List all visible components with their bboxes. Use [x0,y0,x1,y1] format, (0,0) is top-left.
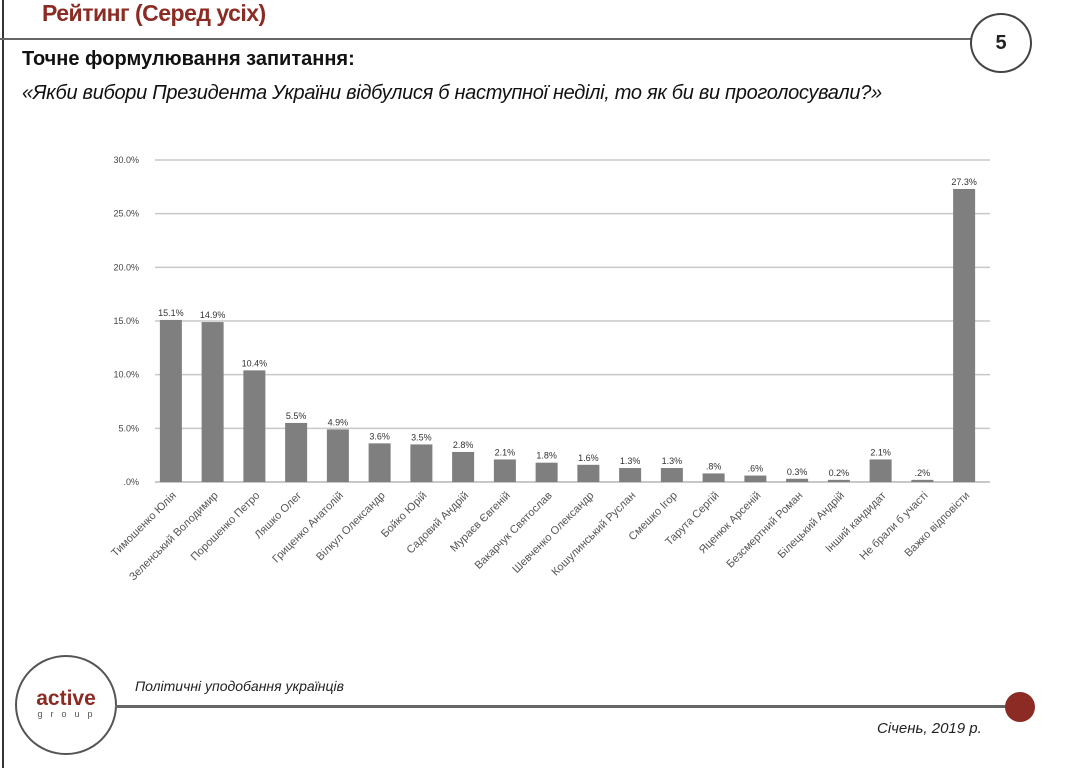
footer-date: Січень, 2019 р. [877,720,982,737]
bar [827,479,850,482]
logo-main: active [36,687,96,710]
bar [243,370,266,482]
data-label: 2.1% [495,447,516,457]
data-label: .2% [915,468,931,478]
x-tick-label: Порошенко Петро [189,490,263,564]
bar [953,188,976,483]
data-label: 14.9% [200,310,226,320]
data-label: 1.3% [620,456,641,466]
bar [619,468,642,482]
header-divider [0,38,975,40]
bar [786,478,809,482]
bar [201,322,224,482]
bar [535,462,558,482]
bar [285,422,308,482]
left-border [2,0,4,768]
accent-dot [1005,692,1035,722]
bar [911,479,934,482]
y-tick-label: 20.0% [113,262,139,272]
bar [452,451,475,482]
footer-caption: Політичні уподобання українців [135,678,344,694]
data-label: 5.5% [286,411,307,421]
y-tick-label: 25.0% [113,209,139,219]
data-label: 2.8% [453,440,474,450]
page-number: 5 [970,13,1032,73]
data-label: 1.3% [662,456,683,466]
bar [368,443,391,482]
bar [159,319,182,482]
bar [326,429,349,482]
bar [744,475,767,482]
data-label: 2.1% [870,447,891,457]
x-tick-label: Безсмертний Роман [724,490,805,571]
bar [702,473,725,482]
x-tick-label: Кошулинський Руслан [550,490,639,579]
data-label: 4.9% [328,417,349,427]
data-label: .8% [706,461,722,471]
bar [493,459,516,482]
data-label: 1.8% [536,451,557,461]
logo: active group [15,655,117,755]
data-label: 15.1% [158,308,184,318]
bar [660,468,683,482]
footer-divider [115,705,1015,708]
y-tick-label: 15.0% [113,316,139,326]
y-tick-label: 10.0% [113,370,139,380]
y-tick-label: 30.0% [113,155,139,165]
bar [410,444,433,482]
y-tick-label: .0% [123,477,139,487]
x-tick-label: Шевченко Олександр [510,490,596,576]
data-label: 27.3% [951,177,977,187]
question-text: «Якби вибори Президента України відбулис… [22,82,882,104]
data-label: 10.4% [242,358,268,368]
data-label: 0.3% [787,467,808,477]
bar [577,464,600,482]
y-tick-label: 5.0% [118,423,139,433]
x-tick-label: Гриценко Анатолій [270,490,346,566]
x-tick-label: Вакарчук Святослав [473,490,555,572]
logo-sub: group [37,709,101,719]
data-label: 0.2% [829,468,850,478]
slide-title: Рейтинг (Серед усіх) [42,0,266,26]
data-label: .6% [748,464,764,474]
bar [869,459,892,482]
data-label: 3.5% [411,432,432,442]
bar-chart: .0%5.0%10.0%15.0%20.0%25.0%30.0%15.1%Тим… [109,155,990,583]
question-label: Точне формулювання запитання: [22,48,355,70]
data-label: 3.6% [369,431,390,441]
data-label: 1.6% [578,453,599,463]
